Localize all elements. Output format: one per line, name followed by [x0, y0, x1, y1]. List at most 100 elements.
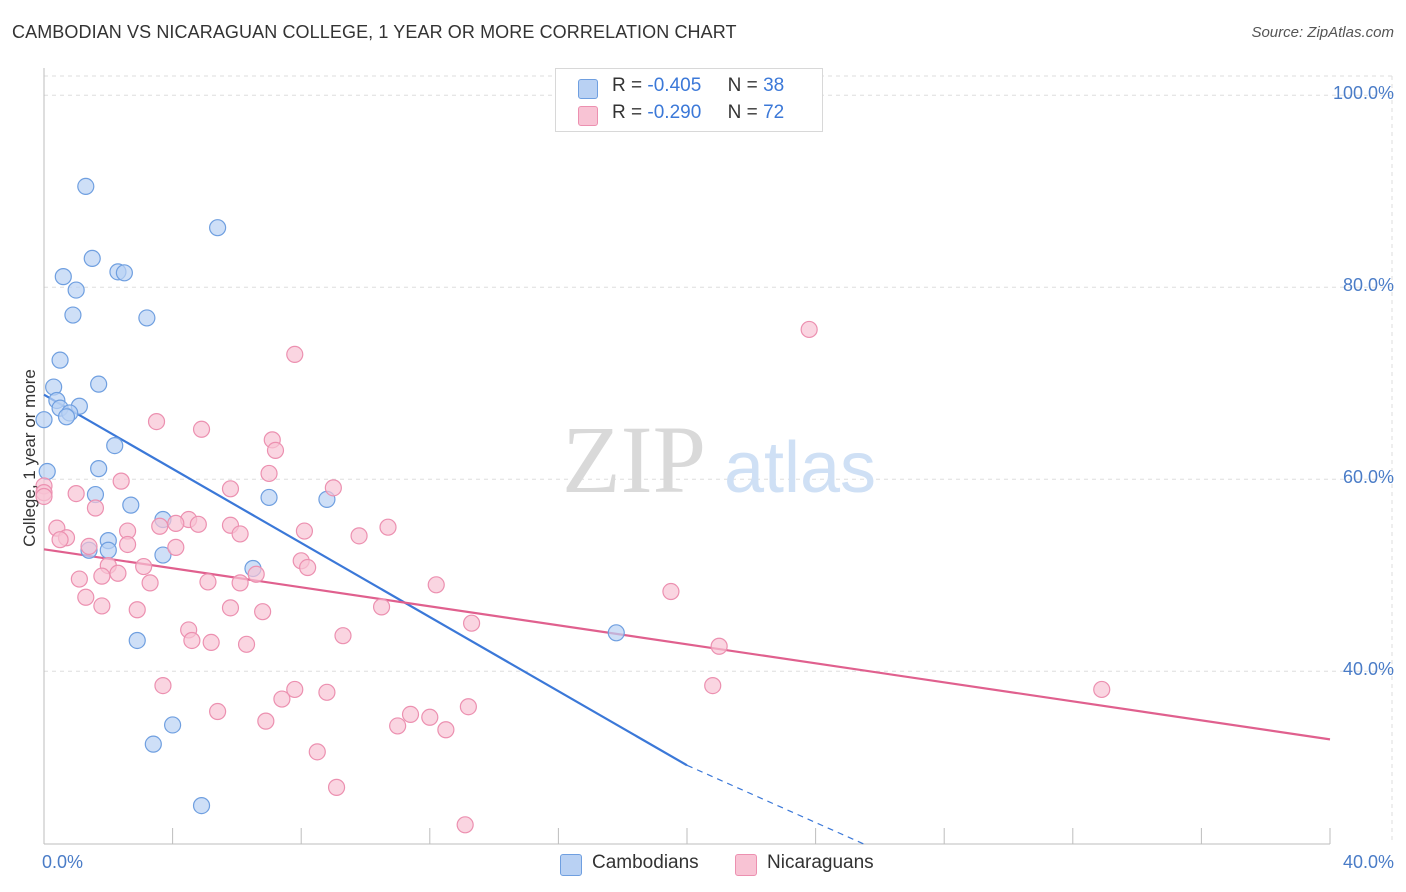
nicaraguan-point — [141, 574, 159, 592]
n-label: N = — [727, 102, 758, 123]
source-label: Source: ZipAtlas.com — [1251, 24, 1394, 41]
cambodian-point — [51, 351, 69, 369]
nicaraguan-point — [192, 420, 211, 438]
legend-swatch-pink — [735, 854, 757, 876]
nicaraguan-point — [221, 480, 240, 498]
swatch-blue — [578, 79, 598, 99]
nicaraguan-point — [704, 676, 722, 695]
cambodian-point — [67, 281, 85, 299]
axis-layer — [43, 68, 1331, 845]
nicaraguan-point — [154, 676, 172, 695]
cambodian-point — [64, 306, 82, 324]
nicaraguan-point — [389, 717, 407, 735]
cambodian-point — [122, 496, 140, 514]
n-label: N = — [727, 75, 758, 96]
y-tick-label: 100.0% — [1332, 83, 1394, 104]
nicaraguan-point — [324, 479, 342, 497]
nicaraguan-point — [327, 778, 346, 796]
cambodian-trend-extension — [686, 764, 865, 845]
stats-box: R = -0.405 N = 38 R = -0.290 N = 72 — [555, 68, 823, 132]
cambodian-point — [192, 796, 211, 815]
nicaraguan-point — [266, 441, 285, 459]
legend-label: Nicaraguans — [767, 852, 874, 873]
nicaraguan-point — [128, 601, 146, 619]
nicaraguan-point — [147, 413, 166, 431]
nicaraguan-point — [77, 588, 95, 606]
nicaraguan-point — [334, 627, 352, 645]
cambodian-point — [83, 249, 101, 267]
nicaraguan-point — [151, 517, 169, 535]
nicaraguan-point — [456, 816, 474, 834]
nicaraguan-point — [662, 582, 680, 601]
nicaraguan-point — [199, 573, 217, 591]
cambodian-point — [35, 411, 53, 429]
cambodian-point — [164, 716, 182, 734]
nicaraguan-point — [231, 574, 249, 592]
nicaraguan-point — [401, 705, 420, 724]
nicaraguan-point — [350, 527, 368, 545]
nicaraguan-point — [112, 472, 130, 490]
cambodian-point — [138, 309, 156, 327]
r-value: -0.290 — [647, 102, 702, 123]
nicaraguan-point — [247, 565, 265, 583]
x-tick-label-max: 40.0% — [1342, 852, 1394, 872]
y-tick-label: 80.0% — [1342, 275, 1394, 296]
cambodian-point — [90, 460, 108, 478]
nicaraguan-point — [295, 522, 314, 540]
nicaraguan-point — [260, 464, 278, 483]
r-label: R = — [612, 75, 643, 96]
cambodian-point — [38, 462, 56, 481]
points-layer — [35, 177, 1111, 834]
cambodian-point — [57, 408, 76, 426]
nicaraguan-point — [254, 603, 272, 621]
nicaraguan-point — [202, 633, 220, 652]
watermark-atlas: atlas — [724, 428, 876, 508]
nicaraguan-point — [308, 743, 326, 761]
legend-label: Cambodians — [592, 852, 699, 873]
chart-title: CAMBODIAN VS NICARAGUAN COLLEGE, 1 YEAR … — [12, 22, 737, 42]
y-axis-title: College, 1 year or more — [20, 369, 39, 547]
nicaraguan-point — [167, 514, 185, 532]
nicaraguan-point — [462, 614, 481, 632]
cambodian-point — [115, 264, 133, 282]
cambodian-point — [106, 437, 124, 455]
n-value: 72 — [763, 102, 785, 123]
nicaraguan-point — [86, 499, 105, 517]
grid-layer — [44, 75, 1393, 844]
cambodian-point — [154, 546, 172, 564]
nicaraguan-point — [167, 538, 185, 556]
n-value: 38 — [763, 75, 785, 96]
r-label: R = — [612, 102, 643, 123]
cambodian-point — [144, 735, 162, 753]
nicaraguan-point — [286, 345, 304, 363]
nicaraguan-point — [221, 599, 240, 617]
nicaraguan-point — [135, 557, 153, 576]
nicaraguan-point — [318, 683, 336, 701]
nicaraguan-point — [299, 558, 317, 577]
cambodian-trend-line — [43, 393, 688, 767]
nicaraguan-point — [437, 721, 455, 739]
cambodian-point — [260, 488, 278, 507]
x-tick-label-min: 0.0% — [42, 852, 84, 872]
nicaraguan-point — [80, 537, 98, 556]
nicaraguan-point — [189, 515, 207, 533]
nicaraguan-point — [421, 708, 439, 726]
nicaraguan-point — [710, 637, 728, 655]
watermark-zip: ZIP — [562, 406, 706, 513]
nicaraguan-point — [800, 320, 818, 339]
nicaraguan-point — [109, 564, 127, 582]
cambodian-point — [99, 541, 117, 559]
y-tick-label: 40.0% — [1342, 659, 1394, 680]
nicaraguan-point — [257, 712, 275, 730]
nicaraguan-point — [286, 680, 304, 699]
nicaraguan-point — [51, 531, 69, 549]
nicaraguan-point — [237, 635, 256, 653]
cambodian-point — [209, 219, 227, 237]
legend-swatch-blue — [560, 854, 582, 876]
nicaraguan-point — [67, 485, 85, 503]
y-tick-label: 60.0% — [1342, 467, 1394, 488]
nicaraguan-point — [93, 597, 111, 615]
nicaraguan-point — [1093, 680, 1111, 699]
cambodian-point — [54, 268, 72, 286]
